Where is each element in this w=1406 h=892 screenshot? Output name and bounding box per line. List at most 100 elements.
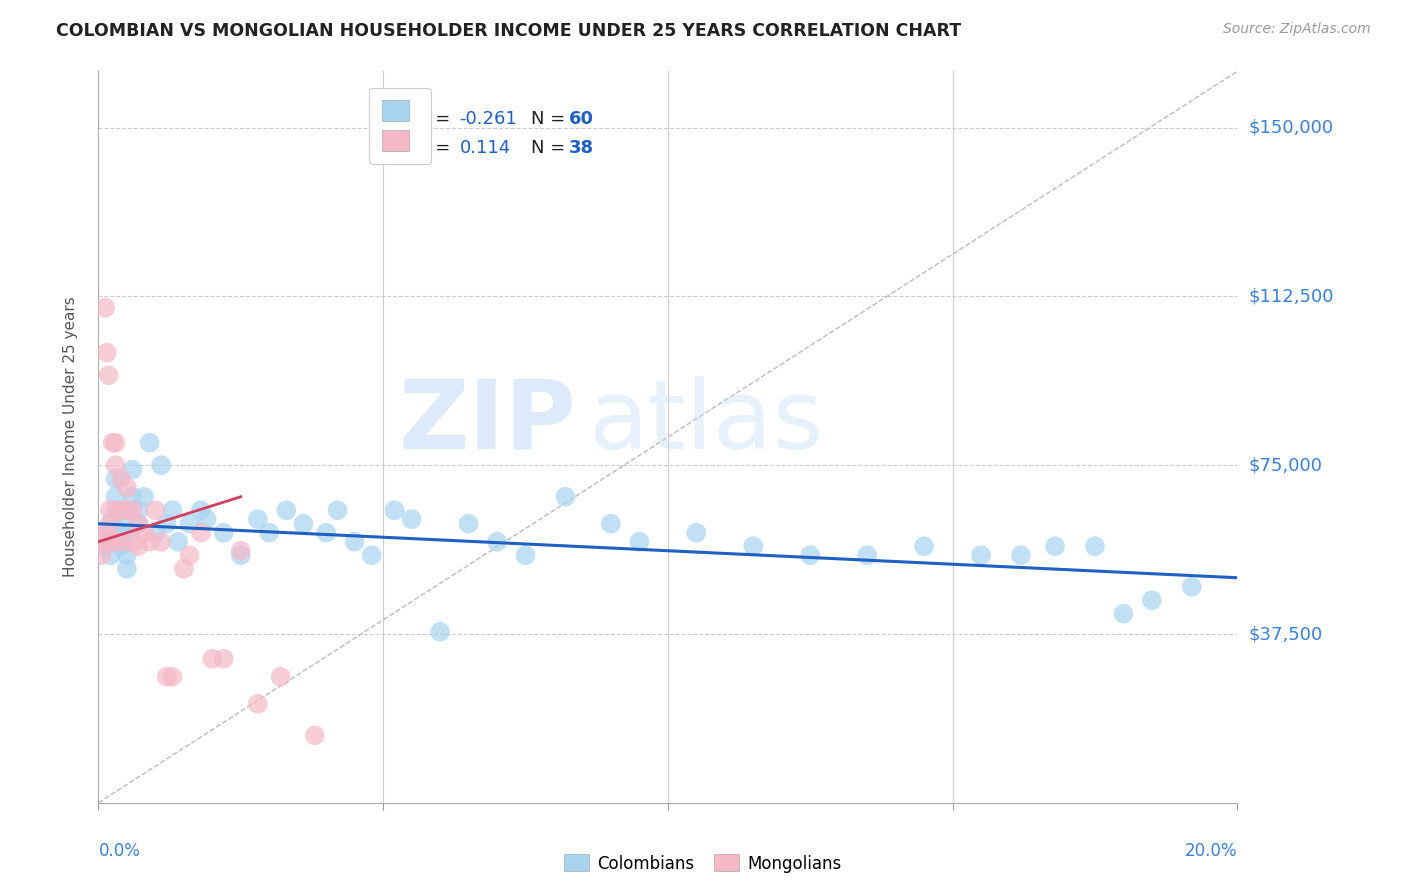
Text: 20.0%: 20.0% [1185, 842, 1237, 860]
Point [150, 458, 173, 473]
Point [1181, 580, 1204, 594]
Point [401, 512, 423, 526]
Point [212, 652, 235, 666]
Text: ZIP: ZIP [399, 376, 576, 469]
Text: atlas: atlas [588, 376, 824, 469]
Text: COLOMBIAN VS MONGOLIAN HOUSEHOLDER INCOME UNDER 25 YEARS CORRELATION CHART: COLOMBIAN VS MONGOLIAN HOUSEHOLDER INCOM… [56, 22, 962, 40]
Point [93, 525, 115, 540]
Point [799, 548, 821, 562]
Point [110, 503, 132, 517]
Text: 0.114: 0.114 [460, 139, 510, 157]
Point [912, 539, 935, 553]
Point [91, 534, 114, 549]
Legend: , : , [370, 87, 430, 164]
Point [94, 539, 117, 553]
Point [104, 458, 127, 473]
Point [110, 534, 132, 549]
Point [150, 534, 173, 549]
Point [101, 435, 124, 450]
Point [96, 345, 118, 359]
Point [190, 503, 212, 517]
Point [384, 503, 406, 517]
Point [173, 562, 195, 576]
Text: $150,000: $150,000 [1249, 119, 1333, 136]
Point [115, 503, 138, 517]
Point [138, 435, 160, 450]
Point [195, 512, 218, 526]
Point [98, 534, 121, 549]
Point [112, 525, 135, 540]
Point [121, 463, 143, 477]
Point [628, 534, 651, 549]
Point [162, 670, 184, 684]
Point [97, 368, 120, 383]
Point [100, 548, 122, 562]
Text: Source: ZipAtlas.com: Source: ZipAtlas.com [1223, 22, 1371, 37]
Point [1084, 539, 1107, 553]
Point [1010, 548, 1032, 562]
Point [127, 516, 149, 531]
Point [138, 534, 160, 549]
Point [259, 525, 281, 540]
Point [98, 516, 121, 531]
Point [104, 472, 127, 486]
Point [115, 481, 138, 495]
Point [118, 525, 141, 540]
Point [103, 534, 125, 549]
Point [179, 548, 201, 562]
Text: 0.0%: 0.0% [98, 842, 141, 860]
Point [97, 525, 120, 540]
Text: N =: N = [531, 110, 571, 128]
Text: 38: 38 [569, 139, 593, 157]
Point [742, 539, 765, 553]
Point [98, 503, 121, 517]
Y-axis label: Householder Income Under 25 years: Householder Income Under 25 years [63, 297, 77, 577]
Point [179, 516, 201, 531]
Point [145, 503, 167, 517]
Point [104, 435, 127, 450]
Point [132, 490, 155, 504]
Point [127, 503, 149, 517]
Point [115, 503, 138, 517]
Point [292, 516, 315, 531]
Point [343, 534, 366, 549]
Point [145, 525, 167, 540]
Point [127, 516, 149, 531]
Point [127, 539, 149, 553]
Point [121, 534, 143, 549]
Point [304, 728, 326, 742]
Point [110, 516, 132, 531]
Point [104, 490, 127, 504]
Point [315, 525, 337, 540]
Point [156, 516, 179, 531]
Point [360, 548, 382, 562]
Point [486, 534, 509, 549]
Point [246, 512, 269, 526]
Point [121, 503, 143, 517]
Legend: Colombians, Mongolians: Colombians, Mongolians [557, 847, 849, 880]
Text: N =: N = [531, 139, 571, 157]
Point [229, 543, 252, 558]
Point [515, 548, 537, 562]
Text: R =: R = [418, 110, 457, 128]
Point [600, 516, 623, 531]
Point [107, 503, 129, 517]
Point [201, 652, 224, 666]
Text: R =: R = [418, 139, 457, 157]
Point [90, 548, 112, 562]
Point [94, 301, 117, 315]
Text: $112,500: $112,500 [1249, 287, 1334, 305]
Point [101, 512, 124, 526]
Point [115, 562, 138, 576]
Point [554, 490, 576, 504]
Text: 60: 60 [569, 110, 593, 128]
Point [1112, 607, 1135, 621]
Point [104, 503, 127, 517]
Point [270, 670, 292, 684]
Point [429, 624, 451, 639]
Point [121, 490, 143, 504]
Point [1043, 539, 1066, 553]
Point [156, 670, 179, 684]
Point [856, 548, 879, 562]
Point [110, 539, 132, 553]
